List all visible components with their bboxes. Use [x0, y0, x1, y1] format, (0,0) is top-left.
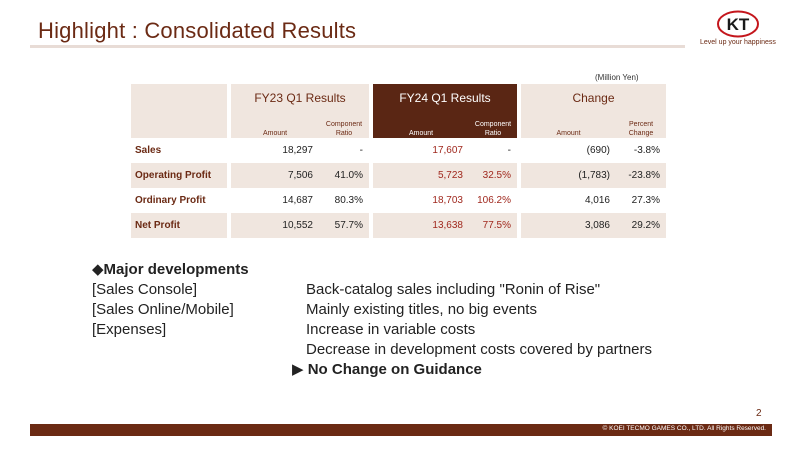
table-row: Operating Profit 7,506 41.0% 5,723 32.5%… — [131, 163, 666, 188]
table-header-row: FY23 Q1 Results FY24 Q1 Results Change — [131, 84, 666, 112]
fy24-ratio: 32.5% — [482, 170, 511, 181]
header-change: Change — [521, 84, 666, 112]
fy23-amount: 14,687 — [282, 195, 313, 206]
change-percent: 29.2% — [631, 220, 660, 231]
development-value: Increase in variable costs — [306, 321, 476, 338]
fy23-ratio: - — [359, 145, 363, 156]
change-percent: 27.3% — [631, 195, 660, 206]
table-row: Sales 18,297 - 17,607 - (690) -3.8% — [131, 138, 666, 163]
fy24-ratio: - — [507, 145, 511, 156]
development-key: [Sales Online/Mobile] — [92, 301, 234, 318]
title-underline — [30, 45, 685, 48]
sub-ratio-fy24: Component Ratio — [469, 112, 517, 138]
sub-amount-change: Amount — [521, 112, 616, 138]
sub-amount-fy24: Amount — [373, 112, 469, 138]
copyright: © KOEI TECMO GAMES CO., LTD. All Rights … — [602, 425, 766, 432]
header-fy24: FY24 Q1 Results — [373, 84, 517, 112]
developments-heading: ◆Major developments — [92, 261, 249, 278]
table-subheader-row: Amount Component Ratio Amount Component Ra… — [131, 112, 666, 138]
fy23-ratio: 41.0% — [334, 170, 363, 181]
change-amount: 3,086 — [584, 220, 610, 231]
footer-bar: © KOEI TECMO GAMES CO., LTD. All Rights … — [30, 424, 772, 436]
change-amount: (1,783) — [578, 170, 610, 181]
development-key: [Sales Console] — [92, 281, 198, 298]
fy24-ratio: 106.2% — [477, 195, 511, 206]
page-number: 2 — [756, 408, 762, 419]
development-value: Mainly existing titles, no big events — [306, 301, 537, 318]
development-value: Back-catalog sales including "Ronin of R… — [306, 281, 601, 298]
row-label: Net Profit — [135, 220, 180, 231]
row-label: Ordinary Profit — [135, 195, 206, 206]
sub-ratio-fy23: Component Ratio — [319, 112, 369, 138]
table-row: Net Profit 10,552 57.7% 13,638 77.5% 3,0… — [131, 213, 666, 238]
fy24-amount: 13,638 — [432, 220, 463, 231]
logo-tagline: Level up your happiness — [700, 39, 776, 46]
fy23-amount: 10,552 — [282, 220, 313, 231]
fy24-amount: 17,607 — [432, 145, 463, 156]
development-value: Decrease in development costs covered by… — [306, 341, 653, 358]
unit-label: (Million Yen) — [595, 73, 639, 82]
fy23-amount: 18,297 — [282, 145, 313, 156]
fy24-ratio: 77.5% — [482, 220, 511, 231]
sub-amount-fy23: Amount — [231, 112, 319, 138]
table-row: Ordinary Profit 14,687 80.3% 18,703 106.… — [131, 188, 666, 213]
change-amount: 4,016 — [584, 195, 610, 206]
development-key: [Expenses] — [92, 321, 167, 338]
kt-logo-icon: KT — [717, 10, 759, 38]
change-amount: (690) — [586, 145, 610, 156]
fy24-amount: 5,723 — [437, 170, 463, 181]
logo-mark-text: KT — [727, 15, 750, 34]
change-percent: -23.8% — [628, 170, 660, 181]
company-logo: KT Level up your happiness — [700, 8, 778, 52]
header-fy23: FY23 Q1 Results — [231, 84, 369, 112]
page-title: Highlight : Consolidated Results — [38, 18, 357, 43]
row-label: Operating Profit — [135, 170, 212, 181]
sub-percent-change: Percent Change — [616, 112, 666, 138]
fy23-ratio: 80.3% — [334, 195, 363, 206]
fy24-amount: 18,703 — [432, 195, 463, 206]
fy23-ratio: 57.7% — [334, 220, 363, 231]
guidance-note: ▶ No Change on Guidance — [292, 361, 482, 378]
row-label: Sales — [135, 145, 162, 156]
header-blank — [131, 84, 227, 112]
change-percent: -3.8% — [633, 145, 660, 156]
results-table: FY23 Q1 Results FY24 Q1 Results Change A… — [131, 84, 666, 238]
fy23-amount: 7,506 — [287, 170, 313, 181]
